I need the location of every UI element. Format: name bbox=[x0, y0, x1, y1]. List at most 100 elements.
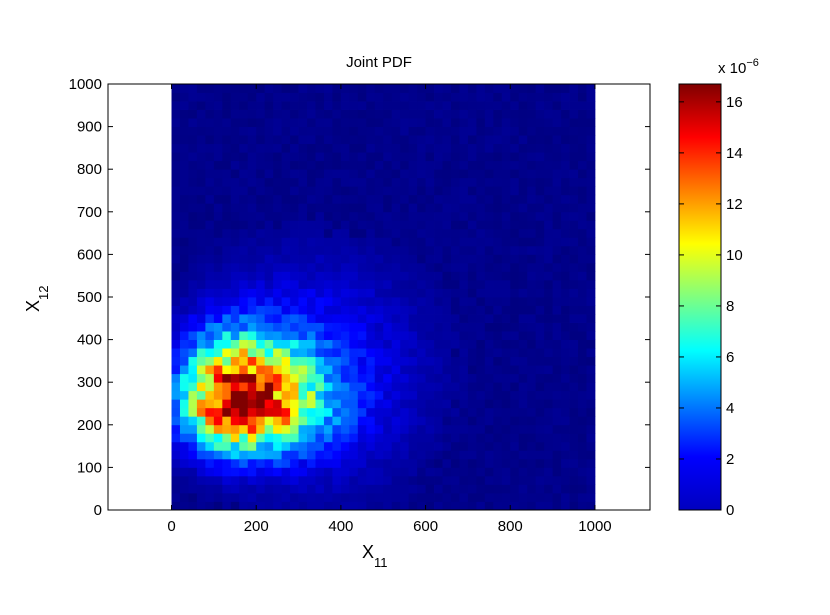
x-tick-label: 400 bbox=[328, 518, 353, 535]
heatmap-cell bbox=[586, 475, 596, 485]
heatmap-cell bbox=[552, 424, 562, 434]
heatmap-cell bbox=[188, 288, 198, 298]
heatmap-cell bbox=[247, 348, 257, 358]
heatmap-cell bbox=[340, 450, 350, 460]
heatmap-cell bbox=[357, 279, 367, 289]
heatmap-cell bbox=[476, 365, 486, 375]
heatmap-cell bbox=[442, 467, 452, 477]
heatmap-cell bbox=[476, 501, 486, 510]
heatmap-cell bbox=[179, 186, 189, 196]
heatmap-cell bbox=[340, 416, 350, 426]
heatmap-cell bbox=[213, 109, 223, 119]
heatmap-cell bbox=[222, 407, 232, 417]
heatmap-cell bbox=[586, 407, 596, 417]
heatmap-cell bbox=[527, 441, 537, 451]
heatmap-cell bbox=[374, 450, 384, 460]
heatmap-cell bbox=[332, 228, 342, 238]
heatmap-cell bbox=[501, 160, 511, 170]
heatmap-cell bbox=[535, 143, 545, 153]
heatmap-cell bbox=[298, 416, 308, 426]
heatmap-cell bbox=[510, 305, 520, 315]
heatmap-cell bbox=[425, 160, 435, 170]
heatmap-cell bbox=[552, 305, 562, 315]
heatmap-cell bbox=[264, 322, 274, 332]
heatmap-cell bbox=[323, 382, 333, 392]
heatmap-cell bbox=[383, 390, 393, 400]
heatmap-cell bbox=[171, 262, 181, 272]
heatmap-cell bbox=[349, 169, 359, 179]
heatmap-cell bbox=[205, 177, 215, 187]
heatmap-cell bbox=[518, 356, 528, 366]
heatmap-cell bbox=[230, 339, 240, 349]
heatmap-cell bbox=[323, 101, 333, 110]
heatmap-cell bbox=[179, 484, 189, 494]
heatmap-cell bbox=[383, 441, 393, 451]
heatmap-cell bbox=[247, 501, 257, 510]
heatmap-cell bbox=[273, 365, 283, 375]
heatmap-cell bbox=[374, 407, 384, 417]
heatmap-cell bbox=[171, 450, 181, 460]
heatmap-cell bbox=[349, 92, 359, 102]
heatmap-cell bbox=[315, 92, 325, 102]
heatmap-cell bbox=[366, 365, 376, 375]
heatmap-cell bbox=[484, 254, 494, 264]
heatmap-cell bbox=[171, 297, 181, 306]
heatmap-cell bbox=[179, 237, 189, 247]
heatmap-cell bbox=[281, 441, 291, 451]
heatmap-cell bbox=[349, 220, 359, 230]
heatmap-cell bbox=[281, 245, 291, 255]
heatmap-cell bbox=[366, 186, 376, 196]
heatmap-cell bbox=[349, 84, 359, 93]
colorbar-tick-label: 6 bbox=[726, 349, 734, 366]
heatmap-cell bbox=[408, 399, 418, 409]
heatmap-cell bbox=[340, 177, 350, 187]
heatmap-cell bbox=[298, 279, 308, 289]
heatmap-cell bbox=[561, 237, 570, 247]
heatmap-cell bbox=[569, 118, 579, 127]
heatmap-cell bbox=[476, 475, 486, 485]
heatmap-cell bbox=[459, 450, 469, 460]
heatmap-cell bbox=[366, 271, 376, 281]
heatmap-cell bbox=[476, 126, 486, 136]
heatmap-cell bbox=[213, 407, 223, 417]
heatmap-cell bbox=[298, 441, 308, 451]
heatmap-cell bbox=[315, 399, 325, 409]
heatmap-cell bbox=[467, 203, 477, 213]
heatmap-cell bbox=[510, 160, 520, 170]
heatmap-cell bbox=[535, 194, 545, 204]
heatmap-cell bbox=[196, 314, 206, 323]
heatmap-cell bbox=[357, 203, 367, 213]
heatmap-cell bbox=[425, 101, 435, 110]
heatmap-cell bbox=[264, 424, 274, 434]
heatmap-cell bbox=[298, 160, 308, 170]
heatmap-cell bbox=[493, 288, 503, 298]
heatmap-cell bbox=[510, 194, 520, 204]
heatmap-cell bbox=[281, 424, 291, 434]
heatmap-cell bbox=[374, 228, 384, 238]
heatmap-cell bbox=[264, 84, 274, 93]
heatmap-cell bbox=[527, 399, 537, 409]
heatmap-cell bbox=[281, 416, 291, 426]
heatmap-cell bbox=[586, 245, 596, 255]
heatmap-cell bbox=[340, 424, 350, 434]
heatmap-cell bbox=[349, 390, 359, 400]
heatmap-cell bbox=[273, 288, 283, 298]
heatmap-cell bbox=[493, 314, 503, 323]
heatmap-cell bbox=[408, 84, 418, 93]
heatmap-cell bbox=[256, 433, 266, 443]
heatmap-cell bbox=[264, 203, 274, 213]
heatmap-cell bbox=[518, 399, 528, 409]
heatmap-cell bbox=[357, 314, 367, 323]
heatmap-cell bbox=[290, 373, 299, 383]
heatmap-cell bbox=[281, 126, 291, 136]
heatmap-cell bbox=[171, 220, 181, 230]
heatmap-cell bbox=[425, 416, 435, 426]
heatmap-cell bbox=[340, 339, 350, 349]
heatmap-cell bbox=[307, 475, 316, 485]
heatmap-cell bbox=[357, 331, 367, 340]
heatmap-cell bbox=[501, 92, 511, 102]
heatmap-cell bbox=[391, 279, 401, 289]
heatmap-cell bbox=[273, 186, 283, 196]
heatmap-cell bbox=[179, 501, 189, 510]
heatmap-cell bbox=[340, 186, 350, 196]
